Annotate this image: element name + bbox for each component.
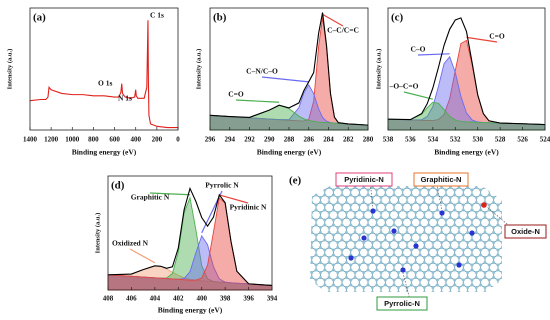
oxide-atom [481, 202, 487, 208]
label-box [413, 172, 469, 187]
x-tick-label: 286 [304, 136, 315, 144]
x-tick-label: 400 [196, 295, 207, 303]
peak-label: Oxidized N [112, 239, 149, 248]
chart-panel: 1400 1200 1000 800 600 400 200 0 Binding energy … [6, 7, 180, 157]
x-axis-label: Binding energy (eV) [434, 148, 499, 157]
x-axis-label: Binding energy (eV) [72, 148, 137, 157]
panel-label: (d) [111, 180, 125, 192]
peak-label: C=O [489, 32, 505, 41]
peak-label: C 1s [150, 11, 164, 20]
nitrogen-atoms [348, 208, 475, 273]
x-tick-label: 528 [495, 136, 506, 144]
x-tick-label: 0 [176, 136, 180, 144]
y-axis-label: Intensity (a.u.) [195, 49, 202, 90]
spectrum-line [387, 17, 546, 126]
label-arrow [129, 248, 156, 264]
label-arrow [403, 91, 434, 100]
peak-label: N 1s [118, 94, 132, 103]
x-tick-label: 394 [267, 295, 278, 303]
graphene-sheet [310, 186, 502, 292]
panel-label: (e) [289, 175, 302, 187]
x-axis-label: Binding energy (eV) [257, 148, 322, 157]
peak-label: O 1s [98, 79, 112, 88]
label-arrow [322, 13, 344, 27]
y-axis-label: Intensity (a.u.) [375, 49, 382, 90]
peak-label: C–O [411, 45, 426, 54]
component-area [209, 104, 369, 131]
plot-frame [107, 175, 273, 291]
site-label: Graphitic-N [421, 175, 462, 184]
plot-frame [387, 7, 546, 131]
spectrum-line [107, 186, 273, 286]
diagram-panel: (e) Pyridinic-N Graphitic-N Oxide-N Pyrr… [289, 172, 547, 311]
x-tick-label: 536 [405, 136, 416, 144]
x-tick-label: 526 [517, 136, 528, 144]
label-arrow [261, 76, 309, 83]
x-tick-label: 534 [428, 136, 439, 144]
chart-panel: C–C/C=C C–N/C–O C=O 296 294 292 290 288 286 284 28… [195, 7, 374, 157]
label-box [504, 224, 547, 239]
y-axis-label: Intensity (a.u.) [94, 213, 101, 254]
x-tick-label: 404 [150, 295, 161, 303]
x-axis-label: Binding energy (eV) [158, 306, 223, 315]
x-tick-label: 200 [152, 136, 163, 144]
site-label: Pyrrolic-N [384, 299, 420, 308]
x-tick-label: 282 [343, 136, 354, 144]
x-tick-label: 530 [472, 136, 483, 144]
x-tick-label: 800 [88, 136, 99, 144]
peak-label: Graphitic N [131, 193, 170, 202]
peak-label: C–C/C=C [327, 26, 359, 35]
x-tick-label: 600 [109, 136, 120, 144]
peak-label: Pyridinic N [230, 203, 267, 212]
x-tick-label: 396 [243, 295, 254, 303]
peak-label: –O–C=O [389, 82, 419, 91]
label-arrow [466, 36, 498, 43]
x-tick-label: 290 [264, 136, 275, 144]
site-label: Oxide-N [511, 227, 540, 236]
plot-frame [29, 7, 179, 131]
panel-label: (a) [33, 12, 46, 24]
spectrum-line [209, 12, 369, 126]
x-tick-label: 284 [323, 136, 334, 144]
x-tick-label: 1200 [44, 136, 59, 144]
x-tick-label: 280 [363, 136, 374, 144]
peak-label: C=O [228, 90, 244, 99]
x-tick-label: 524 [540, 136, 550, 144]
x-tick-label: 538 [383, 136, 394, 144]
y-axis-label: Intensity (a.u.) [6, 49, 13, 90]
x-tick-label: 288 [284, 136, 295, 144]
x-tick-label: 406 [126, 295, 137, 303]
label-box [335, 172, 393, 187]
peak-label: Pyrrolic N [205, 181, 239, 190]
label-arrow [417, 53, 450, 56]
x-tick-label: 1400 [23, 136, 38, 144]
x-tick-label: 292 [244, 136, 255, 144]
x-tick-label: 408 [103, 295, 114, 303]
x-tick-label: 294 [225, 136, 236, 144]
label-arrow [235, 99, 280, 103]
x-tick-label: 532 [450, 136, 461, 144]
label-arrow [149, 192, 191, 196]
panel-label: (b) [213, 12, 227, 24]
label-arrow [219, 194, 249, 204]
x-tick-label: 400 [130, 136, 141, 144]
x-tick-label: 296 [205, 136, 216, 144]
chart-panel: C=O C–O –O–C=O 538 536 534 532 530 528 526 524 Bind… [375, 7, 550, 157]
panel-label: (c) [391, 12, 404, 24]
site-label: Pyridinic-N [344, 175, 384, 184]
x-tick-label: 1000 [65, 136, 80, 144]
peak-label: C–N/C–O [246, 67, 278, 76]
x-tick-label: 402 [173, 295, 184, 303]
chart-panel: Oxidized N Graphitic N Pyrrolic N Pyridinic… [94, 175, 278, 315]
x-tick-label: 398 [220, 295, 231, 303]
spectrum-line [29, 20, 178, 129]
label-box [376, 296, 428, 311]
